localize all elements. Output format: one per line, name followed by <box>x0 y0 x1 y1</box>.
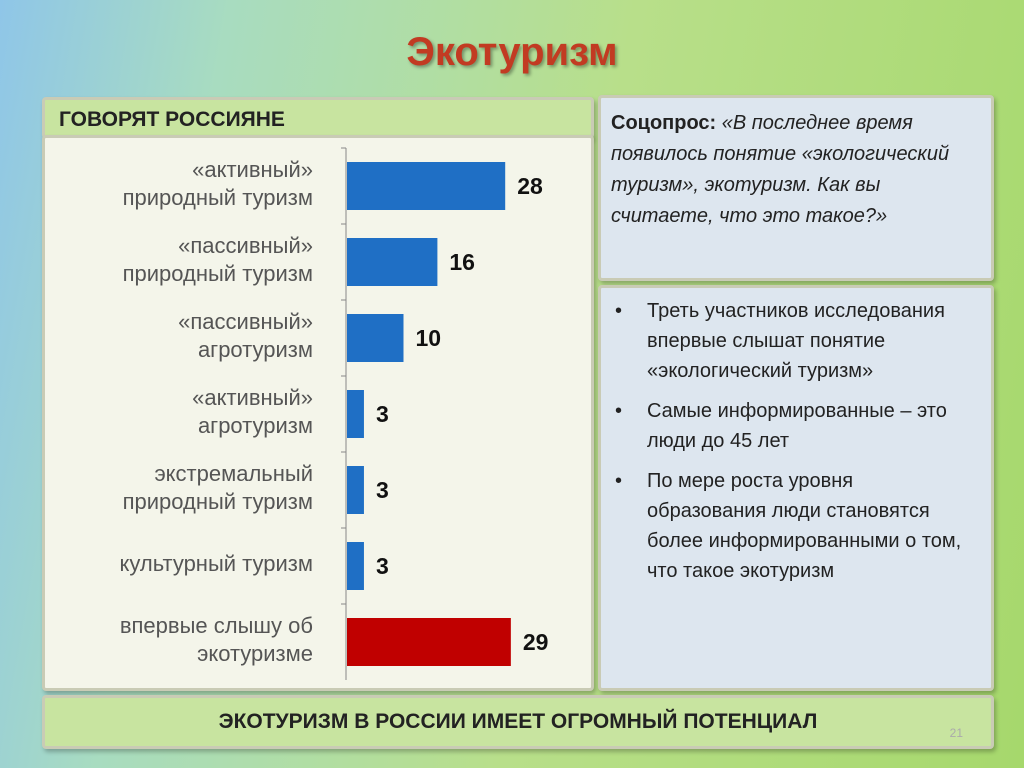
category-label: впервые слышу об экотуризме <box>119 613 313 666</box>
bar <box>347 390 364 438</box>
page-number: 21 <box>949 726 963 740</box>
survey-text: Соцопрос: «В последнее время появилось п… <box>611 108 971 232</box>
bar <box>347 466 364 514</box>
survey-label: Соцопрос: <box>611 112 717 134</box>
category-label: «активный» агротуризм <box>192 385 313 438</box>
bar <box>347 238 438 286</box>
bullet-item: Самые информированные – это люди до 45 л… <box>605 396 971 456</box>
value-label: 3 <box>376 477 389 503</box>
value-label: 3 <box>376 553 389 579</box>
category-label: «активный» природный туризм <box>122 157 313 210</box>
bullet-item: Треть участников исследования впервые сл… <box>605 296 971 386</box>
value-label: 29 <box>523 629 549 655</box>
category-label: экстремальный природный туризм <box>122 461 313 514</box>
bar <box>347 618 511 666</box>
bullets-box: Треть участников исследования впервые сл… <box>598 285 994 691</box>
value-label: 10 <box>416 325 442 351</box>
survey-box: Соцопрос: «В последнее время появилось п… <box>598 95 994 281</box>
bar <box>347 542 364 590</box>
category-label: «пассивный» природный туризм <box>122 233 313 286</box>
bullet-item: По мере роста уровня образования люди ст… <box>605 466 971 586</box>
footer-box: ЭКОТУРИЗМ В РОССИИ ИМЕЕТ ОГРОМНЫЙ ПОТЕНЦ… <box>42 695 994 749</box>
chart-title: ГОВОРЯТ РОССИЯНЕ <box>59 108 285 131</box>
bar <box>347 162 506 210</box>
slide-title: Экотуризм <box>406 30 618 74</box>
chart-panel <box>42 135 594 691</box>
value-label: 16 <box>449 249 475 275</box>
chart-header: ГОВОРЯТ РОССИЯНЕ <box>42 97 594 139</box>
value-label: 3 <box>376 401 389 427</box>
bullet-list: Треть участников исследования впервые сл… <box>605 296 971 596</box>
footer-text: ЭКОТУРИЗМ В РОССИИ ИМЕЕТ ОГРОМНЫЙ ПОТЕНЦ… <box>218 710 818 733</box>
value-label: 28 <box>517 173 543 199</box>
category-label: «пассивный» агротуризм <box>178 309 313 362</box>
bar <box>347 314 404 362</box>
category-label: культурный туризм <box>119 551 313 576</box>
survey-question: «В последнее время появилось понятие «эк… <box>611 112 950 227</box>
